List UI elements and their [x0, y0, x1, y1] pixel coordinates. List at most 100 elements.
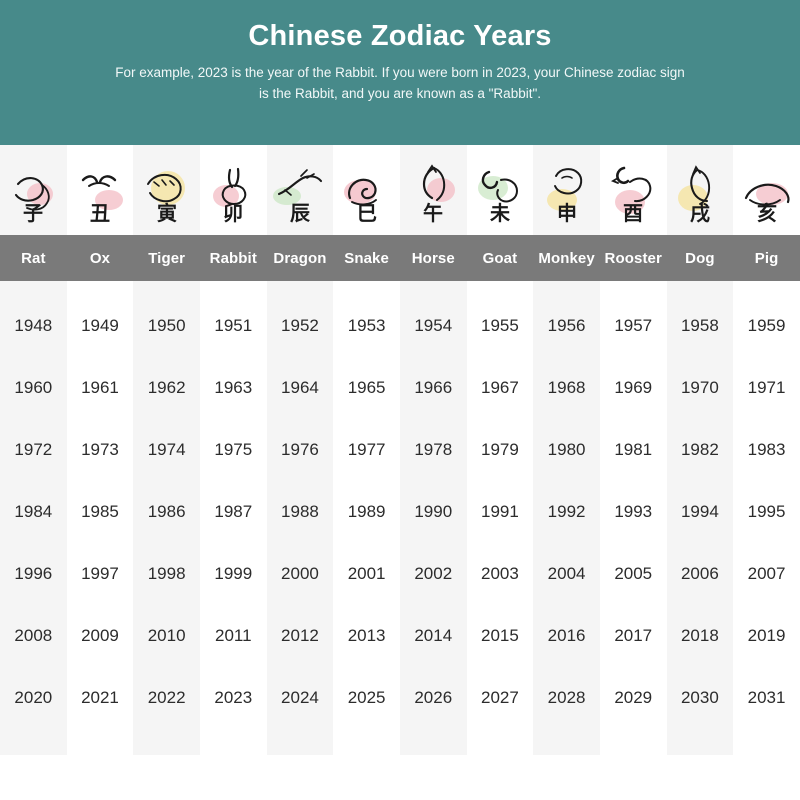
year-cell[interactable]: 1975 — [214, 440, 253, 459]
year-cell[interactable]: 2015 — [481, 626, 519, 645]
year-cell[interactable]: 1971 — [747, 378, 786, 397]
year-cell[interactable]: 2010 — [147, 626, 186, 645]
year-cell[interactable]: 1960 — [14, 378, 53, 397]
year-cell[interactable]: 1981 — [614, 440, 653, 459]
year-cell[interactable]: 1965 — [347, 378, 386, 397]
year-cell[interactable]: 1963 — [214, 378, 253, 397]
year-cell[interactable]: 1966 — [414, 378, 453, 397]
year-cell[interactable]: 2006 — [680, 564, 719, 583]
year-cell[interactable]: 1969 — [614, 378, 653, 397]
year-cell[interactable]: 1953 — [347, 316, 386, 335]
year-cell[interactable]: 1974 — [147, 440, 186, 459]
year-cell[interactable]: 1957 — [614, 316, 653, 335]
zodiac-label-snake[interactable]: Snake — [344, 249, 389, 267]
year-cell[interactable]: 1992 — [547, 502, 586, 521]
year-cell[interactable]: 2011 — [215, 626, 252, 645]
year-cell[interactable]: 2017 — [614, 626, 653, 645]
year-cell[interactable]: 2002 — [414, 564, 453, 583]
year-cell[interactable]: 2016 — [547, 626, 586, 645]
year-cell[interactable]: 2001 — [347, 564, 386, 583]
year-cell[interactable]: 2025 — [347, 688, 386, 707]
year-cell[interactable]: 1950 — [147, 316, 186, 335]
year-cell[interactable]: 1967 — [481, 378, 519, 397]
zodiac-label-dog[interactable]: Dog — [685, 249, 715, 267]
year-cell[interactable]: 1964 — [281, 378, 319, 397]
year-cell[interactable]: 1993 — [614, 502, 653, 521]
year-cell[interactable]: 1970 — [680, 378, 719, 397]
year-cell[interactable]: 2008 — [14, 626, 53, 645]
page-header: Chinese Zodiac Years For example, 2023 i… — [0, 0, 800, 145]
year-cell[interactable]: 2005 — [614, 564, 653, 583]
year-cell[interactable]: 2007 — [747, 564, 786, 583]
year-cell[interactable]: 1988 — [281, 502, 319, 521]
year-cell[interactable]: 1995 — [747, 502, 786, 521]
year-cell[interactable]: 2003 — [481, 564, 519, 583]
zodiac-label-rat[interactable]: Rat — [21, 249, 46, 267]
year-cell[interactable]: 1985 — [81, 502, 119, 521]
year-cell[interactable]: 1994 — [680, 502, 719, 521]
year-cell[interactable]: 1952 — [281, 316, 319, 335]
year-cell[interactable]: 2030 — [680, 688, 719, 707]
zodiac-label-rooster[interactable]: Rooster — [604, 249, 662, 267]
year-cell[interactable]: 2004 — [547, 564, 586, 583]
year-cell[interactable]: 1954 — [414, 316, 453, 335]
year-cell[interactable]: 1949 — [81, 316, 119, 335]
zodiac-label-horse[interactable]: Horse — [411, 249, 455, 267]
year-cell[interactable]: 2031 — [747, 688, 786, 707]
zodiac-label-pig[interactable]: Pig — [754, 249, 779, 267]
year-cell[interactable]: 1984 — [14, 502, 53, 521]
year-cell[interactable]: 2026 — [414, 688, 453, 707]
year-cell[interactable]: 1976 — [281, 440, 319, 459]
zodiac-label-rabbit[interactable]: Rabbit — [209, 249, 257, 267]
year-cell[interactable]: 2012 — [281, 626, 319, 645]
year-cell[interactable]: 1983 — [747, 440, 786, 459]
year-cell[interactable]: 1998 — [147, 564, 186, 583]
year-cell[interactable]: 2014 — [414, 626, 453, 645]
year-cell[interactable]: 1948 — [14, 316, 53, 335]
year-cell[interactable]: 1978 — [414, 440, 453, 459]
year-cell[interactable]: 1972 — [14, 440, 53, 459]
year-cell[interactable]: 1996 — [14, 564, 53, 583]
year-cell[interactable]: 2000 — [281, 564, 319, 583]
year-cell[interactable]: 1997 — [81, 564, 119, 583]
year-cell[interactable]: 2027 — [481, 688, 519, 707]
year-cell[interactable]: 2028 — [547, 688, 586, 707]
year-cell[interactable]: 1961 — [81, 378, 119, 397]
year-cell[interactable]: 2021 — [81, 688, 119, 707]
year-cell[interactable]: 1956 — [547, 316, 586, 335]
year-cell[interactable]: 1951 — [214, 316, 253, 335]
year-cell[interactable]: 2019 — [747, 626, 786, 645]
year-cell[interactable]: 2020 — [14, 688, 53, 707]
zodiac-ox-icon: 丑 — [67, 145, 134, 235]
zodiac-label-ox[interactable]: Ox — [89, 249, 111, 267]
year-cell[interactable]: 1955 — [481, 316, 519, 335]
year-cell[interactable]: 1959 — [747, 316, 786, 335]
year-cell[interactable]: 1962 — [147, 378, 186, 397]
zodiac-label-tiger[interactable]: Tiger — [148, 249, 186, 267]
zodiac-table: 子 丑 寅 卯 辰 巳 午 未 申 酉 戌 亥 Rat Ox Tiger Rabbit Dragon Snake… — [0, 145, 800, 800]
year-cell[interactable]: 1987 — [214, 502, 253, 521]
year-cell[interactable]: 1989 — [347, 502, 386, 521]
zodiac-monkey-icon: 申 — [533, 145, 600, 235]
year-cell[interactable]: 2009 — [81, 626, 119, 645]
zodiac-label-goat[interactable]: Goat — [482, 249, 518, 267]
year-cell[interactable]: 1958 — [680, 316, 719, 335]
zodiac-label-monkey[interactable]: Monkey — [538, 249, 595, 267]
year-cell[interactable]: 1982 — [680, 440, 719, 459]
year-cell[interactable]: 1980 — [547, 440, 586, 459]
year-cell[interactable]: 2018 — [680, 626, 719, 645]
year-cell[interactable]: 2023 — [214, 688, 253, 707]
year-cell[interactable]: 1968 — [547, 378, 586, 397]
year-cell[interactable]: 1977 — [347, 440, 386, 459]
year-cell[interactable]: 1979 — [481, 440, 519, 459]
year-cell[interactable]: 1973 — [81, 440, 119, 459]
year-cell[interactable]: 1999 — [214, 564, 253, 583]
year-cell[interactable]: 2029 — [614, 688, 653, 707]
zodiac-label-dragon[interactable]: Dragon — [273, 249, 327, 267]
year-cell[interactable]: 1991 — [481, 502, 519, 521]
year-cell[interactable]: 1990 — [414, 502, 453, 521]
year-cell[interactable]: 2024 — [281, 688, 319, 707]
year-cell[interactable]: 2013 — [347, 626, 386, 645]
year-cell[interactable]: 2022 — [147, 688, 186, 707]
year-cell[interactable]: 1986 — [147, 502, 186, 521]
